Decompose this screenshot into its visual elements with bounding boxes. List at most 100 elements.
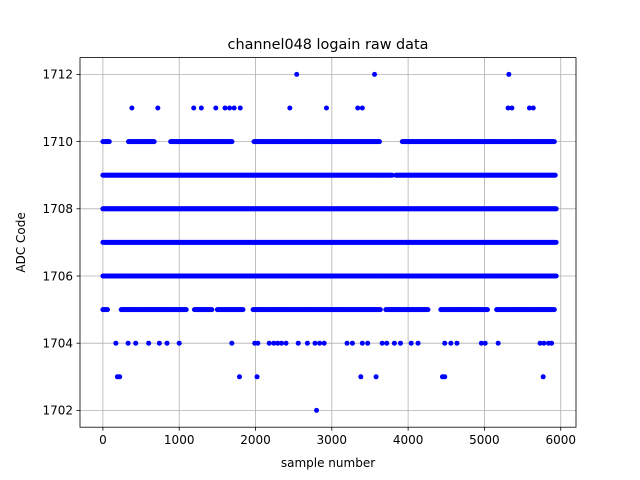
chart-title: channel048 logain raw data: [228, 37, 429, 53]
data-point: [321, 340, 327, 346]
data-point: [312, 340, 318, 346]
data-point: [506, 71, 512, 77]
data-point: [151, 139, 157, 145]
data-point: [164, 340, 170, 346]
data-point: [359, 105, 365, 111]
x-tick-label: 4000: [393, 433, 424, 447]
data-point: [222, 105, 228, 111]
data-point: [278, 340, 284, 346]
data-point: [549, 340, 555, 346]
data-point: [379, 340, 385, 346]
data-point: [454, 340, 460, 346]
data-point: [377, 307, 383, 313]
data-point: [448, 340, 454, 346]
data-point: [287, 105, 293, 111]
data-point: [209, 307, 215, 313]
data-point: [304, 340, 310, 346]
data-point: [425, 307, 431, 313]
data-point: [553, 273, 559, 279]
data-point: [415, 340, 421, 346]
data-point: [229, 340, 235, 346]
axis-ticks: 0 1000 2000 3000 4000 5000 6000 1702 1704 1706 170…: [42, 68, 576, 448]
data-point: [294, 71, 300, 77]
data-points: [100, 71, 559, 413]
data-point: [553, 239, 559, 245]
data-point: [408, 340, 414, 346]
plot-frame: [79, 57, 577, 428]
data-point: [255, 340, 261, 346]
data-point: [484, 307, 490, 313]
data-point: [176, 340, 182, 346]
data-point: [317, 340, 323, 346]
data-point: [106, 139, 112, 145]
data-point: [254, 374, 260, 380]
data-point: [117, 374, 123, 380]
data-point: [156, 340, 162, 346]
x-tick-label: 5000: [469, 433, 500, 447]
data-point: [275, 340, 281, 346]
data-point: [397, 340, 403, 346]
data-point: [373, 374, 379, 380]
data-point: [314, 407, 320, 413]
data-point: [104, 307, 110, 313]
data-point: [509, 105, 515, 111]
y-tick-label: 1710: [42, 135, 73, 149]
data-point: [358, 374, 364, 380]
data-point: [295, 340, 301, 346]
data-point: [540, 374, 546, 380]
data-point: [240, 307, 246, 313]
data-point: [541, 340, 547, 346]
data-point: [384, 340, 390, 346]
data-point: [227, 105, 233, 111]
data-point: [129, 105, 135, 111]
y-tick-label: 1708: [42, 202, 73, 216]
data-point: [359, 340, 365, 346]
x-tick-label: 2000: [240, 433, 271, 447]
y-tick-label: 1702: [42, 404, 73, 418]
data-point: [355, 105, 361, 111]
data-point: [530, 105, 536, 111]
data-point: [125, 340, 131, 346]
data-point: [191, 105, 197, 111]
data-point: [495, 340, 501, 346]
x-tick-label: 3000: [317, 433, 348, 447]
data-point: [551, 307, 557, 313]
data-point: [552, 172, 558, 178]
data-point: [237, 105, 243, 111]
data-point: [537, 340, 543, 346]
data-point: [266, 340, 272, 346]
data-point: [442, 374, 448, 380]
data-point: [526, 105, 532, 111]
data-point: [391, 340, 397, 346]
y-tick-label: 1706: [42, 269, 73, 283]
y-tick-label: 1712: [42, 68, 73, 82]
x-tick-label: 1000: [164, 433, 195, 447]
y-axis-label: ADC Code: [14, 212, 28, 272]
data-point: [231, 105, 237, 111]
data-point: [553, 206, 559, 212]
x-axis-label: sample number: [281, 456, 375, 470]
data-point: [365, 340, 371, 346]
data-point: [349, 340, 355, 346]
data-point: [198, 105, 204, 111]
data-point: [478, 340, 484, 346]
data-point: [551, 139, 557, 145]
data-point: [283, 340, 289, 346]
data-point: [183, 307, 189, 313]
x-tick-label: 0: [99, 433, 107, 447]
data-point: [236, 374, 242, 380]
data-point: [482, 340, 488, 346]
data-point: [372, 71, 378, 77]
data-point: [155, 105, 161, 111]
data-point: [271, 340, 277, 346]
data-point: [389, 172, 395, 178]
data-point: [113, 340, 119, 346]
data-point: [323, 105, 329, 111]
y-tick-label: 1704: [42, 337, 73, 351]
data-point: [133, 340, 139, 346]
data-point: [229, 139, 235, 145]
x-tick-label: 6000: [545, 433, 576, 447]
data-point: [376, 139, 382, 145]
data-point: [146, 340, 152, 346]
